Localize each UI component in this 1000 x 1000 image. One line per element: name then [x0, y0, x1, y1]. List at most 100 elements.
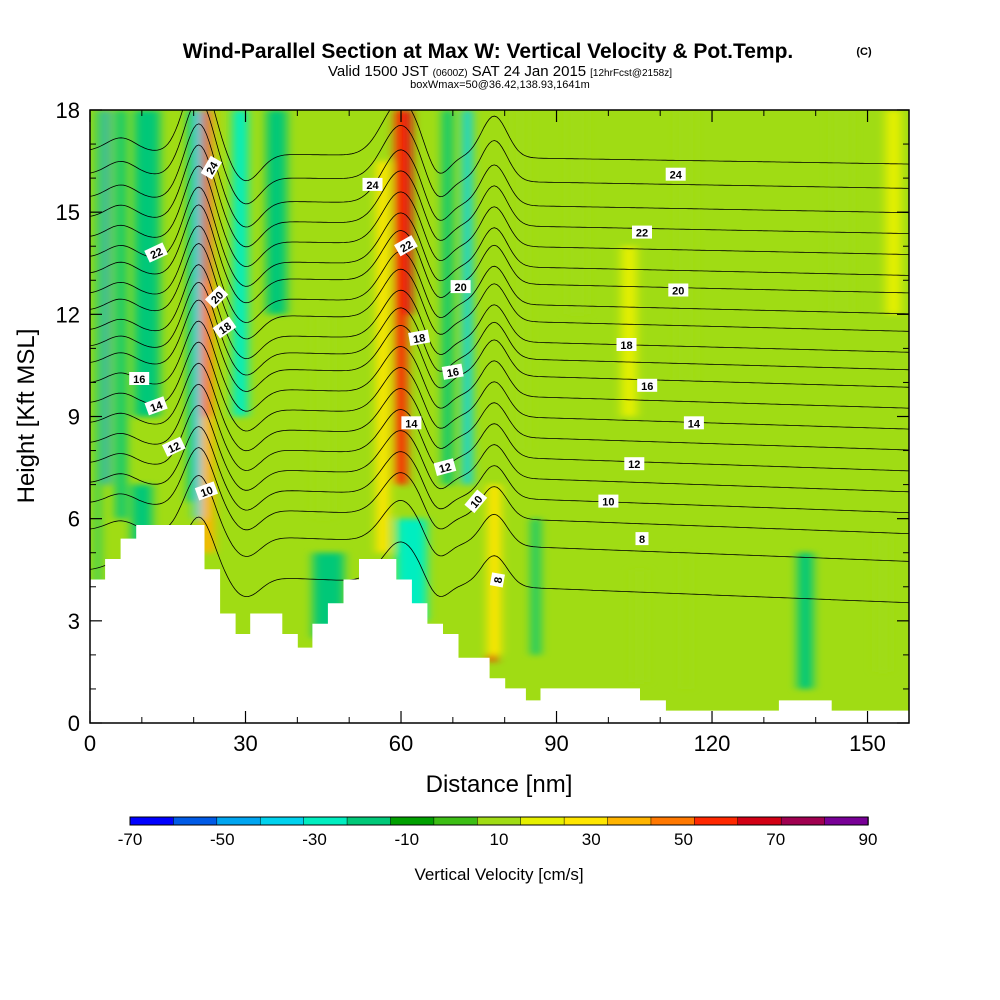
contour-label-text: 8 — [492, 576, 505, 584]
contour-label-text: 24 — [670, 170, 683, 182]
contour-label-7: 10 — [194, 481, 219, 501]
contour-label-24: 10 — [598, 494, 619, 509]
vv-column-5 — [194, 110, 202, 519]
colorbar-swatch-14 — [737, 816, 782, 826]
isentrope-10 — [90, 404, 909, 493]
valid-prefix: Valid 1500 JST — [328, 63, 429, 80]
contour-label-text: 20 — [672, 286, 684, 298]
valid-date: SAT 24 Jan 2015 — [472, 63, 587, 80]
contour-label-bg — [464, 489, 488, 514]
contour-label-text: 12 — [628, 459, 640, 471]
colorbar-swatches — [129, 816, 869, 826]
contour-label-text: 10 — [199, 485, 215, 500]
contour-label-1: 22 — [144, 242, 168, 263]
contour-label-19: 20 — [668, 283, 689, 298]
axis-ticks: 0 30 60 90 120 150 0 3 6 9 12 15 18 — [56, 98, 909, 756]
plot-area: 2422201816141210242220181614121082422201… — [56, 98, 910, 756]
vv-column-2 — [115, 110, 127, 519]
contour-label-0: 24 — [200, 155, 222, 180]
contour-label-bg — [616, 338, 637, 351]
vv-column-10 — [266, 110, 287, 315]
contour-label-10: 20 — [450, 280, 471, 294]
isentrope-18 — [90, 243, 909, 340]
vv-column-1 — [103, 110, 110, 485]
contour-label-5: 14 — [144, 396, 168, 416]
contour-label-text: 20 — [454, 282, 466, 294]
contour-label-bg — [632, 225, 652, 239]
colorbar-tick-label: -10 — [394, 830, 419, 849]
vv-column-4 — [187, 110, 196, 502]
contour-label-text: 24 — [366, 180, 379, 192]
contour-label-text: 18 — [412, 332, 426, 346]
contour-label-bg — [683, 416, 704, 430]
vv-column-11 — [312, 314, 334, 519]
contour-label-bg — [401, 416, 422, 430]
y-axis-title: Height [Kft MSL] — [13, 329, 40, 504]
contour-label-bg — [624, 457, 645, 471]
contour-label-bg — [394, 235, 418, 257]
colorbar-swatch-8 — [477, 816, 522, 826]
contour-label-bg — [204, 285, 229, 309]
contour-label-text: 16 — [641, 381, 653, 393]
contour-label-11: 18 — [408, 329, 431, 346]
chart-title: Wind-Parallel Section at Max W: Vertical… — [183, 40, 794, 63]
contour-label-bg — [450, 280, 471, 294]
colorbar-swatch-10 — [563, 816, 609, 826]
contour-labels: 2422201816141210242220181614121082422201… — [129, 155, 704, 588]
isentrope-23 — [90, 144, 909, 248]
y-tick-label: 3 — [68, 609, 80, 634]
contour-label-text: 14 — [688, 418, 701, 430]
contour-label-25: 8 — [635, 532, 649, 546]
copyright-mark: (C) — [856, 46, 872, 58]
colorbar-swatch-15 — [780, 816, 826, 826]
contour-label-bg — [635, 532, 649, 546]
y-tick-label: 6 — [68, 507, 80, 532]
contour-label-bg — [129, 372, 150, 385]
colorbar-swatch-1 — [173, 816, 218, 826]
contour-label-12: 16 — [441, 363, 464, 380]
vv-column-3 — [134, 110, 160, 417]
colorbar-tick-label: 70 — [766, 830, 785, 849]
contour-label-bg — [637, 378, 658, 392]
vv-column-25 — [531, 518, 540, 655]
contour-label-bg — [144, 396, 168, 416]
contour-label-text: 14 — [149, 399, 165, 415]
contour-label-text: 12 — [438, 461, 453, 476]
contour-label-bg — [212, 316, 237, 339]
x-tick-label: 0 — [84, 731, 96, 756]
contour-label-16: 8 — [489, 572, 505, 588]
isentrope-21 — [90, 186, 909, 287]
colorbar-swatch-2 — [216, 816, 261, 826]
colorbar-ticks: -70 -50 -30 -10 10 30 50 70 90 — [118, 830, 878, 849]
contour-label-text: 22 — [398, 239, 415, 256]
contour-label-3: 18 — [212, 316, 237, 339]
valid-zulu: (0600Z) — [433, 68, 468, 79]
colorbar-tick-label: 10 — [490, 830, 509, 849]
contour-label-bg — [433, 458, 457, 476]
y-tick-label: 12 — [56, 302, 80, 327]
colorbar-swatch-5 — [346, 816, 392, 826]
contour-label-6: 12 — [161, 436, 186, 457]
vv-column-14 — [405, 110, 412, 315]
contour-label-bg — [194, 481, 219, 501]
vv-column-18 — [487, 484, 502, 655]
isentrope-24 — [90, 123, 909, 228]
colorbar-tick-label: -30 — [302, 830, 327, 849]
isentrope-9 — [90, 426, 909, 514]
colorbar-swatch-7 — [433, 816, 479, 826]
contour-label-14: 12 — [433, 458, 457, 476]
vv-column-0 — [95, 110, 101, 601]
colorbar: -70 -50 -30 -10 10 30 50 70 90 Vertical Velocity… — [118, 816, 878, 884]
contour-label-17: 24 — [665, 167, 686, 182]
contour-label-bg — [161, 436, 186, 457]
isentrope-6 — [90, 516, 909, 604]
contour-label-9: 22 — [394, 235, 418, 257]
contour-label-text: 10 — [602, 497, 614, 509]
vv-column-15 — [462, 110, 473, 485]
vv-column-16 — [442, 110, 453, 485]
isentrope-8 — [90, 447, 909, 534]
forecast-info: [12hrFcst@2158z] — [590, 68, 672, 79]
vv-column-27 — [631, 569, 648, 683]
colorbar-tick-label: 30 — [582, 830, 601, 849]
vv-column-20 — [566, 110, 588, 315]
